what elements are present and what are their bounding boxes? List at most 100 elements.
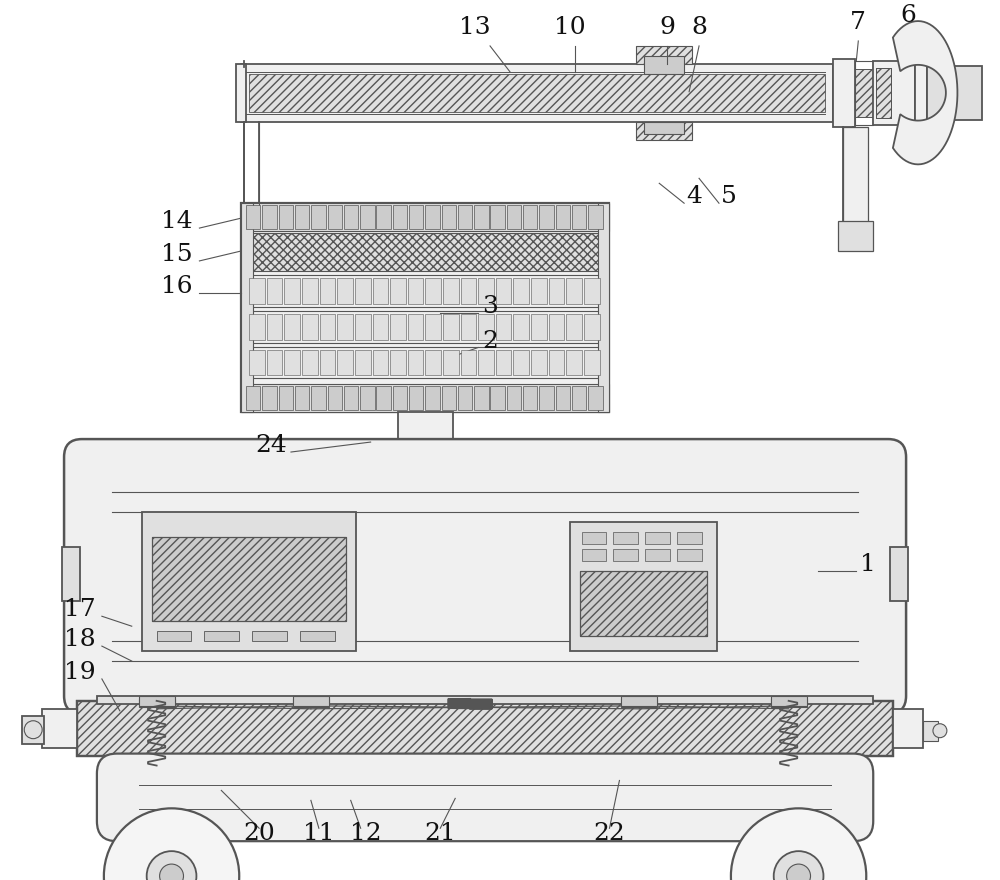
- Bar: [150, 826, 162, 880]
- Bar: [241, 203, 253, 412]
- Bar: [478, 278, 494, 304]
- Bar: [295, 205, 309, 229]
- Text: 14: 14: [161, 210, 192, 233]
- Bar: [549, 349, 564, 376]
- Bar: [539, 386, 554, 410]
- Bar: [636, 121, 692, 140]
- Bar: [246, 275, 605, 307]
- Bar: [267, 313, 282, 340]
- Bar: [572, 386, 586, 410]
- Bar: [360, 386, 375, 410]
- Text: 1: 1: [860, 554, 876, 576]
- Bar: [320, 278, 335, 304]
- Bar: [139, 696, 175, 706]
- Text: 17: 17: [64, 598, 96, 621]
- Bar: [621, 699, 657, 707]
- Bar: [458, 205, 472, 229]
- Bar: [284, 278, 300, 304]
- Bar: [355, 278, 371, 304]
- Bar: [496, 313, 511, 340]
- Circle shape: [933, 723, 947, 737]
- Bar: [621, 696, 657, 706]
- Bar: [302, 313, 318, 340]
- Text: 9: 9: [659, 16, 675, 39]
- Bar: [295, 386, 309, 410]
- Bar: [625, 700, 653, 704]
- Bar: [328, 205, 342, 229]
- Bar: [152, 537, 346, 621]
- Bar: [644, 121, 684, 134]
- Bar: [442, 205, 456, 229]
- Bar: [249, 349, 265, 376]
- Bar: [246, 386, 260, 410]
- Text: 6: 6: [900, 4, 916, 27]
- Bar: [62, 546, 80, 601]
- Bar: [566, 313, 582, 340]
- Bar: [373, 278, 388, 304]
- Bar: [398, 412, 453, 457]
- Bar: [513, 278, 529, 304]
- Bar: [677, 548, 702, 561]
- Circle shape: [774, 851, 823, 880]
- Text: 15: 15: [161, 243, 192, 266]
- Circle shape: [787, 864, 811, 880]
- Bar: [927, 66, 982, 120]
- Bar: [241, 203, 609, 231]
- Text: 5: 5: [721, 185, 737, 209]
- Bar: [425, 349, 441, 376]
- Bar: [584, 349, 600, 376]
- Bar: [249, 313, 265, 340]
- Bar: [549, 278, 564, 304]
- Bar: [915, 56, 927, 129]
- Bar: [97, 696, 873, 704]
- Bar: [157, 631, 191, 642]
- Bar: [809, 826, 820, 880]
- Bar: [320, 313, 335, 340]
- Bar: [246, 233, 605, 271]
- Bar: [513, 313, 529, 340]
- Bar: [443, 278, 459, 304]
- Bar: [425, 278, 441, 304]
- Bar: [580, 571, 707, 636]
- Bar: [443, 313, 459, 340]
- Bar: [556, 386, 570, 410]
- Circle shape: [24, 721, 42, 738]
- Bar: [644, 56, 684, 74]
- Bar: [588, 386, 603, 410]
- Bar: [588, 205, 603, 229]
- Text: 21: 21: [424, 822, 456, 845]
- Bar: [490, 205, 505, 229]
- Bar: [549, 313, 564, 340]
- Bar: [355, 313, 371, 340]
- Bar: [262, 386, 277, 410]
- Bar: [461, 278, 476, 304]
- Bar: [152, 537, 346, 621]
- Bar: [390, 349, 406, 376]
- Bar: [267, 349, 282, 376]
- Text: 18: 18: [64, 628, 96, 651]
- Bar: [284, 349, 300, 376]
- Bar: [570, 522, 717, 651]
- Bar: [523, 205, 537, 229]
- Bar: [443, 349, 459, 376]
- Bar: [478, 349, 494, 376]
- Bar: [771, 699, 807, 707]
- Bar: [279, 205, 293, 229]
- Bar: [566, 278, 582, 304]
- Bar: [598, 203, 609, 412]
- Text: 16: 16: [161, 275, 192, 297]
- Bar: [523, 386, 537, 410]
- Text: 19: 19: [64, 661, 96, 684]
- Bar: [876, 68, 891, 118]
- Bar: [337, 349, 353, 376]
- Text: 10: 10: [554, 16, 585, 39]
- Bar: [249, 74, 825, 112]
- Bar: [923, 721, 938, 741]
- Bar: [677, 532, 702, 544]
- Bar: [474, 205, 489, 229]
- Bar: [833, 59, 855, 127]
- Bar: [143, 700, 171, 704]
- Bar: [293, 696, 329, 706]
- Text: 12: 12: [350, 822, 381, 845]
- Bar: [838, 221, 873, 251]
